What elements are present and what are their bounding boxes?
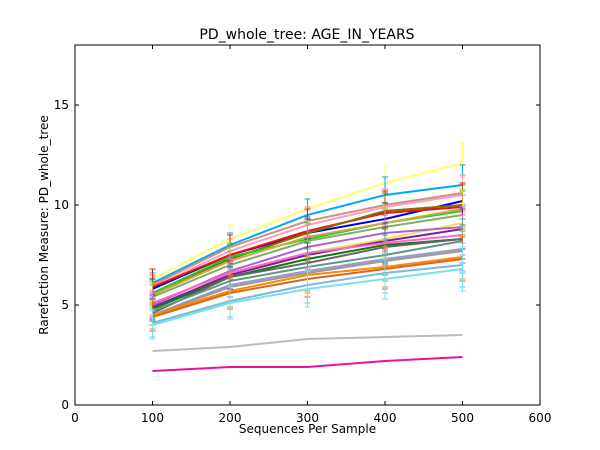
y-tick-label: 5 — [61, 298, 69, 312]
axis-ticks: 0 100 200 300 400 500 600 0 5 10 15 — [54, 45, 552, 425]
series-line — [152, 356, 463, 372]
series-line — [152, 334, 463, 352]
y-axis-label: Rarefaction Measure: PD_whole_tree — [37, 115, 51, 334]
x-tick-label: 200 — [219, 411, 242, 425]
y-tick-label: 0 — [61, 398, 69, 412]
series-24 — [152, 334, 463, 352]
series-23 — [149, 246, 466, 340]
plot-area — [149, 142, 466, 372]
x-tick-label: 500 — [451, 411, 474, 425]
y-tick-label: 15 — [54, 98, 69, 112]
x-tick-label: 300 — [296, 411, 319, 425]
series-25 — [152, 356, 463, 372]
x-tick-label: 400 — [374, 411, 397, 425]
chart-title: PD_whole_tree: AGE_IN_YEARS — [199, 27, 414, 43]
x-tick-label: 600 — [529, 411, 552, 425]
y-tick-label: 10 — [54, 198, 69, 212]
x-tick-label: 100 — [141, 411, 164, 425]
x-axis-label: Sequences Per Sample — [239, 422, 376, 436]
x-tick-label: 0 — [71, 411, 79, 425]
series-line — [152, 268, 463, 326]
